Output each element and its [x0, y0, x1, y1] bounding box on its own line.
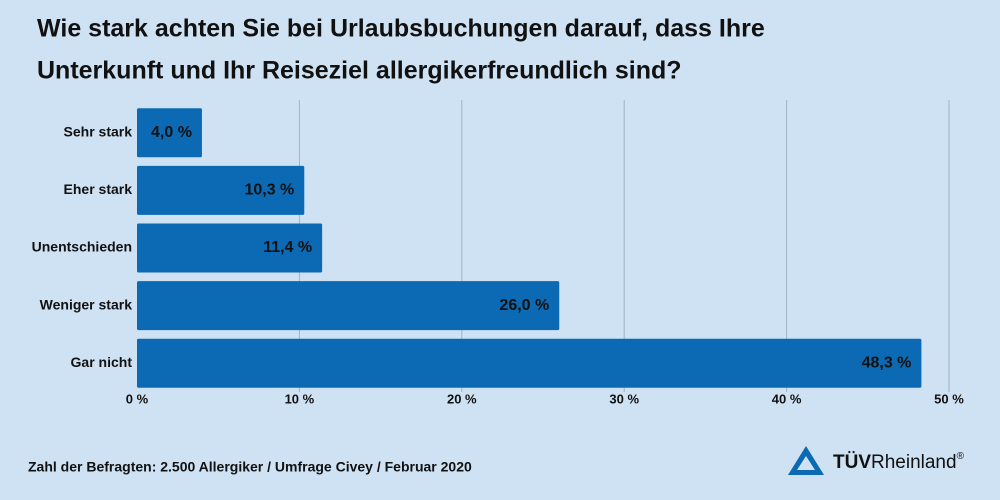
y-tick-label: Sehr stark — [64, 124, 133, 140]
logo-icon — [788, 446, 824, 475]
x-tick-label: 0 % — [126, 391, 149, 406]
x-tick-label: 10 % — [285, 391, 315, 406]
logo-mark: ® — [957, 451, 965, 462]
bar — [137, 223, 323, 273]
footnote: Zahl der Befragten: 2.500 Allergiker / U… — [28, 459, 472, 475]
x-tick-label: 20 % — [447, 391, 477, 406]
logo-bold: TÜV — [833, 452, 871, 473]
bar — [137, 281, 560, 331]
y-tick-label: Weniger stark — [40, 296, 133, 312]
y-tick-label: Unentschieden — [32, 239, 132, 255]
logo-regular: Rheinland — [871, 452, 957, 473]
value-label: 10,3 % — [244, 182, 294, 199]
x-tick-label: 40 % — [772, 391, 802, 406]
x-tick-label: 50 % — [934, 391, 964, 406]
plot: 0 % 10 % 20 % 30 % 40 % 50 % Sehr stark 4,0 % Eh… — [32, 100, 964, 406]
bar — [137, 108, 202, 158]
chart-title: Wie stark achten Sie bei Urlaubsbuchunge… — [37, 15, 765, 43]
bar — [137, 165, 305, 215]
chart-title: Unterkunft und Ihr Reiseziel allergikerf… — [37, 57, 682, 85]
value-label: 48,3 % — [862, 354, 912, 371]
logo: TÜVRheinland® — [788, 446, 965, 475]
value-label: 26,0 % — [499, 297, 549, 314]
bar — [137, 338, 922, 388]
y-tick-label: Gar nicht — [71, 354, 133, 370]
value-label: 11,4 % — [263, 239, 312, 256]
y-tick-label: Eher stark — [64, 181, 133, 197]
value-label: 4,0 % — [151, 124, 192, 141]
logo-text: TÜVRheinland® — [833, 451, 965, 473]
x-tick-label: 30 % — [609, 391, 639, 406]
